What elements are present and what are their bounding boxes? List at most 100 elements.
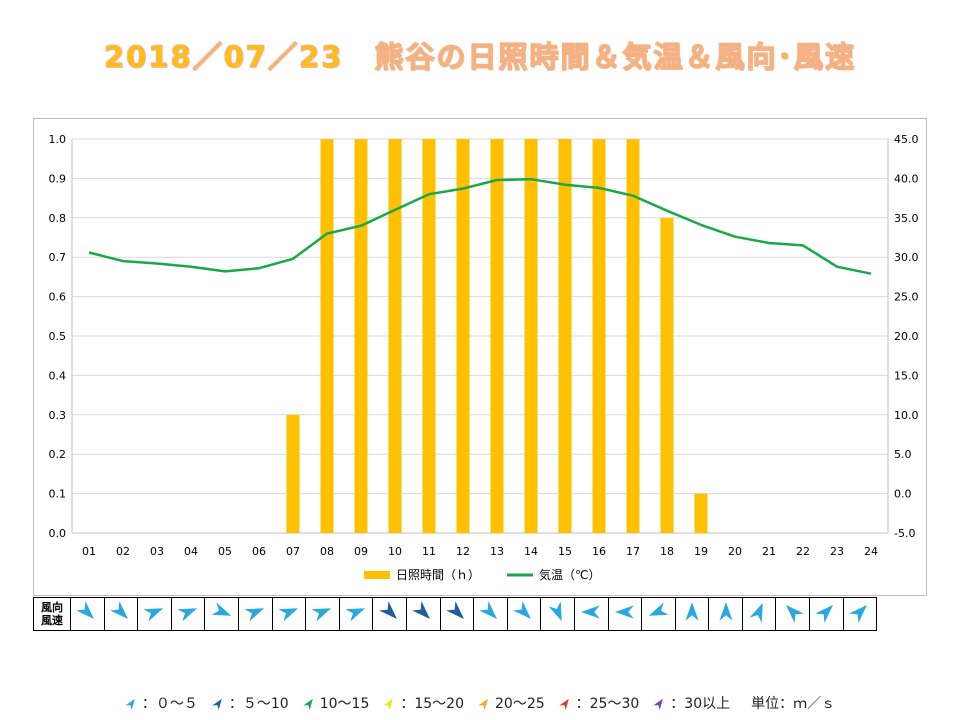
x-tick-label: 16	[592, 545, 606, 558]
wind-hour-cell	[708, 597, 743, 631]
wind-row: 風向 風速	[33, 597, 878, 631]
wind-table: 風向 風速	[33, 597, 878, 631]
y-left-tick-label: 0.1	[49, 488, 67, 501]
y-left-tick-label: 0.4	[49, 369, 67, 382]
y-right-tick-label: 40.0	[894, 172, 919, 185]
wind-arrow-icon	[649, 602, 670, 616]
y-right-tick-label: -5.0	[894, 527, 915, 540]
wind-legend-item: 10～15	[303, 693, 370, 713]
wind-legend-item: 20～25	[478, 693, 545, 713]
wind-arrow-icon	[479, 601, 498, 620]
sunshine-bar	[388, 139, 402, 533]
wind-direction-label: 風向	[41, 601, 63, 614]
x-tick-label: 04	[184, 545, 198, 558]
y-left-tick-label: 0.8	[49, 212, 67, 225]
sunshine-bar	[286, 414, 300, 533]
x-tick-label: 08	[320, 545, 334, 558]
wind-hour-cell	[775, 597, 811, 631]
wind-arrow-icon	[849, 604, 867, 623]
sunshine-bar	[694, 493, 708, 533]
wind-arrow-icon	[581, 605, 601, 619]
legend-label-temperature: 気温（℃）	[539, 567, 600, 582]
wind-hour-cell	[271, 597, 307, 631]
wind-hour-cell	[741, 597, 777, 631]
wind-hour-cell	[809, 597, 844, 631]
wind-arrow-icon	[311, 608, 332, 622]
wind-hour-cell	[473, 597, 508, 631]
x-tick-label: 23	[830, 545, 844, 558]
wind-legend-label: ：15～20	[400, 696, 464, 712]
wind-legend-arrow-icon	[303, 698, 313, 710]
sunshine-bar	[558, 139, 572, 533]
wind-arrow-icon	[749, 602, 763, 623]
y-left-tick-label: 0.7	[49, 251, 67, 264]
x-tick-label: 07	[286, 545, 300, 558]
combo-chart: 0.0 0.1 0.2 0.3 0.4 0.5 0.6 0.7 0.8 0.9 1.0 -5.0 0.0…	[49, 133, 919, 582]
wind-hour-cell	[439, 597, 475, 631]
x-tick-label: 24	[864, 545, 878, 558]
wind-hour-cell	[607, 597, 643, 631]
sunshine-bar	[626, 139, 640, 533]
y-left-tick-label: 0.0	[49, 527, 67, 540]
unit-label: 単位：ｍ／ｓ	[751, 696, 836, 712]
page-title: 2018／07／23 熊谷の日照時間＆気温＆風向･風速	[103, 39, 856, 74]
wind-arrow-icon	[177, 608, 198, 622]
wind-legend-label: 10～15	[319, 696, 370, 712]
sunshine-bar	[592, 139, 606, 533]
wind-legend: ：０～５ ：５～10 10～15 ：15～20 20～25 ：25～30 ：30以上 単位：ｍ…	[0, 692, 960, 714]
wind-hour-cell	[237, 597, 273, 631]
sunshine-bar	[354, 139, 368, 533]
x-tick-label: 20	[728, 545, 742, 558]
x-tick-label: 01	[82, 545, 96, 558]
wind-legend-item: ：30以上	[653, 693, 730, 713]
wind-arrow-icon	[685, 602, 699, 621]
wind-legend-arrow-icon	[558, 698, 569, 710]
wind-legend-label: ：30以上	[670, 696, 731, 712]
wind-arrow-icon	[815, 604, 834, 623]
x-tick-label: 17	[626, 545, 640, 558]
sunshine-bar	[490, 139, 504, 533]
wind-hour-cell	[70, 597, 105, 631]
legend-label-sunshine: 日照時間（ｈ）	[396, 568, 480, 582]
sunshine-bar	[422, 139, 436, 533]
wind-legend-label: 20～25	[495, 696, 545, 712]
chart-area: 0.0 0.1 0.2 0.3 0.4 0.5 0.6 0.7 0.8 0.9 1.0 -5.0 0.0…	[33, 118, 927, 596]
x-tick-label: 03	[150, 545, 164, 558]
y-right-tick-label: 35.0	[894, 212, 919, 225]
wind-hour-cell	[842, 597, 878, 631]
wind-arrow-icon	[513, 601, 532, 620]
y-right-tick-label: 25.0	[894, 291, 919, 304]
y-left-tick-label: 0.6	[49, 291, 67, 304]
x-tick-label: 13	[490, 545, 504, 558]
sunshine-bar	[660, 217, 674, 534]
wind-hour-cell	[170, 597, 206, 631]
wind-arrow-icon	[244, 608, 265, 622]
wind-hour-cell	[674, 597, 710, 631]
wind-arrow-icon	[211, 602, 231, 616]
wind-hour-cell	[305, 597, 340, 631]
wind-hour-cell	[372, 597, 407, 631]
wind-hour-cell	[573, 597, 609, 631]
wind-legend-arrow-icon	[212, 698, 222, 710]
wind-hour-cell	[641, 597, 676, 631]
y-right-tick-label: 45.0	[894, 133, 919, 146]
x-tick-label: 22	[796, 545, 810, 558]
wind-legend-item: ：５～10	[212, 693, 289, 713]
x-tick-label: 06	[252, 545, 266, 558]
wind-arrow-icon	[76, 601, 95, 620]
wind-legend-arrow-icon	[383, 698, 394, 710]
x-tick-label: 19	[694, 545, 708, 558]
wind-arrow-icon	[445, 601, 464, 620]
wind-arrow-icon	[548, 601, 562, 622]
legend-swatch-sunshine	[364, 571, 390, 579]
wind-legend-item: ：０～５	[125, 693, 198, 713]
wind-arrow-icon	[278, 608, 299, 622]
wind-hour-cell	[540, 597, 575, 631]
x-tick-label: 09	[354, 545, 368, 558]
x-tick-label: 11	[422, 545, 436, 558]
sunshine-bar	[524, 139, 538, 533]
wind-hour-cell	[137, 597, 172, 631]
wind-arrow-icon	[785, 604, 804, 623]
wind-speed-label: 風速	[41, 614, 63, 627]
wind-legend-arrow-icon	[478, 698, 488, 710]
